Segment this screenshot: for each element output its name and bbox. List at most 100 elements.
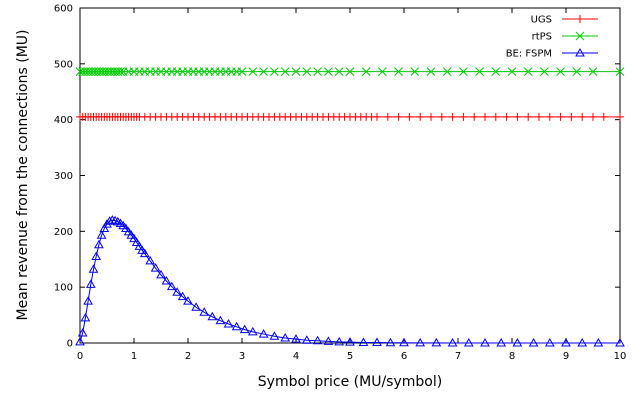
legend-marker [575,47,585,57]
data-point [470,112,479,121]
data-point [258,329,269,338]
data-point [259,67,268,77]
data-point [378,67,387,77]
data-point [94,239,104,249]
x-tick-label: 1 [131,351,137,362]
data-point [150,263,161,272]
data-point [383,112,392,121]
data-point [427,112,435,121]
data-point [156,269,166,279]
y-tick-label: 0 [67,339,73,350]
data-point [99,223,110,233]
data-point [239,324,250,334]
legend-label: BE: FSPM [506,49,552,60]
data-point [334,67,344,77]
data-point [399,337,409,347]
data-point [334,336,345,346]
y-tick-label: 500 [54,59,73,70]
legend-label: UGS [531,15,552,26]
x-tick-label: 7 [455,351,461,362]
data-point [358,337,369,346]
data-point [137,245,147,254]
data-point [615,337,625,347]
data-point [345,337,355,346]
data-point [80,312,91,322]
data-point [524,112,533,121]
data-point [191,302,201,311]
data-point [324,67,333,77]
series-line [79,219,620,344]
data-point [577,337,588,347]
data-point [161,276,172,285]
x-tick-label: 8 [509,351,515,362]
y-axis-title: Mean revenue from the connections (MU) [15,30,31,321]
data-point [110,215,120,225]
data-point [215,315,226,325]
data-point [496,337,507,347]
data-point [544,337,555,347]
data-point [345,67,355,77]
data-point [166,281,177,291]
data-point [561,337,571,347]
data-point [567,112,576,121]
data-point [172,287,183,296]
data-point [83,296,93,305]
data-point [91,251,102,260]
data-point [463,337,474,347]
data-point [572,67,582,77]
data-point [459,67,468,77]
data-point [134,241,145,250]
x-tick-label: 9 [563,351,569,362]
data-point [207,311,218,321]
data-point [280,332,291,342]
data-point [394,67,403,77]
data-point [415,337,426,347]
data-point [223,319,234,328]
data-point [385,337,396,347]
data-point [237,67,247,77]
data-point [448,112,457,121]
data-point [270,67,279,77]
data-point [323,336,334,345]
data-point [104,216,115,225]
data-point [131,237,142,246]
x-tick-label: 10 [614,351,627,362]
data-point [145,255,156,265]
data-point [361,67,371,77]
data-point [593,337,604,347]
data-point [302,67,312,77]
data-point [615,67,625,77]
data-point [85,279,96,288]
data-point [616,112,624,121]
data-point [126,230,137,239]
y-tick-label: 100 [54,283,73,294]
data-point [291,334,301,343]
data-point [599,112,608,121]
data-point [372,337,382,346]
data-point [589,112,597,121]
legend-marker [575,31,585,41]
data-point [416,112,425,121]
data-point [394,112,403,121]
data-point [291,67,301,77]
data-point [442,67,452,77]
x-tick-label: 3 [239,351,245,362]
data-point [410,67,420,77]
data-point [491,67,501,77]
data-point [405,112,414,121]
x-tick-label: 6 [401,351,407,362]
data-point [426,67,436,77]
data-point [313,67,322,77]
data-point [491,112,500,121]
data-point [556,67,565,77]
data-point [88,264,99,273]
legend-marker [576,15,584,23]
data-point [556,112,565,121]
data-point [269,331,280,340]
data-point [540,67,549,77]
legend-label: rtPS [532,32,552,43]
data-point [121,223,131,233]
y-tick-label: 200 [54,227,73,238]
series-0 [76,112,624,121]
x-axis-title: Symbol price (MU/symbol) [258,374,442,390]
